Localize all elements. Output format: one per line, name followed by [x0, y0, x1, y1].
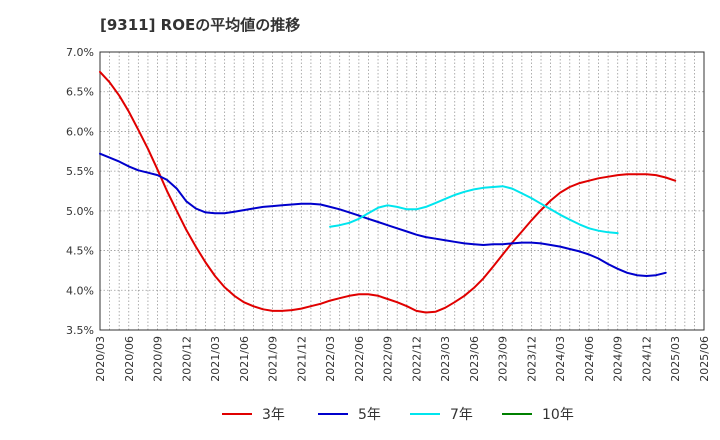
x-tick-label: 2025/06	[698, 336, 711, 382]
chart-title: [9311] ROEの平均値の推移	[100, 16, 301, 34]
x-tick-label: 2024/06	[583, 336, 596, 382]
x-tick-label: 2021/03	[209, 336, 222, 382]
grid-layer	[99, 51, 705, 331]
legend-label-5年: 5年	[358, 407, 381, 423]
y-tick-label: 4.5%	[66, 245, 94, 258]
x-tick-label: 2022/03	[324, 336, 337, 382]
y-tick-label: 7.0%	[66, 46, 94, 59]
x-tick-label: 2024/03	[554, 336, 567, 382]
y-tick-label: 5.0%	[66, 205, 94, 218]
x-tick-label: 2023/12	[525, 336, 538, 382]
y-tick-label: 5.5%	[66, 165, 94, 178]
x-tick-label: 2020/09	[152, 336, 165, 382]
x-tick-label: 2023/09	[497, 336, 510, 382]
x-tick-label: 2020/06	[123, 336, 136, 382]
y-tick-label: 4.0%	[66, 284, 94, 297]
x-tick-label: 2025/03	[669, 336, 682, 382]
series-line-7年	[329, 185, 619, 235]
x-tick-label: 2023/06	[468, 336, 481, 382]
x-tick-label: 2022/06	[353, 336, 366, 382]
y-axis: 3.5% 4.0% 4.5% 5.0% 5.5% 6.0% 6.5% 7.0%	[66, 46, 94, 337]
legend-label-7年: 7年	[450, 407, 473, 423]
x-tick-label: 2022/12	[410, 336, 423, 382]
x-tick-label: 2024/12	[640, 336, 653, 382]
y-tick-label: 6.0%	[66, 125, 94, 138]
series-line-3年	[99, 70, 677, 314]
x-tick-label: 2023/03	[439, 336, 452, 382]
series-line-5年	[99, 152, 667, 277]
x-tick-label: 2020/12	[180, 336, 193, 382]
x-tick-label: 2020/03	[94, 336, 107, 382]
series-layer	[99, 70, 677, 314]
x-tick-label: 2021/12	[295, 336, 308, 382]
plot-frame	[99, 51, 705, 331]
x-tick-label: 2022/09	[382, 336, 395, 382]
x-axis: 2020/03 2020/06 2020/09 2020/12 2021/03 2021/…	[94, 336, 711, 382]
legend-label-3年: 3年	[262, 407, 285, 423]
x-tick-label: 2021/06	[238, 336, 251, 382]
y-tick-label: 3.5%	[66, 324, 94, 337]
y-tick-label: 6.5%	[66, 86, 94, 99]
x-tick-label: 2021/09	[267, 336, 280, 382]
x-tick-label: 2024/09	[612, 336, 625, 382]
legend-label-10年: 10年	[542, 407, 574, 423]
legend: 3年 5年 7年 10年	[222, 407, 574, 423]
